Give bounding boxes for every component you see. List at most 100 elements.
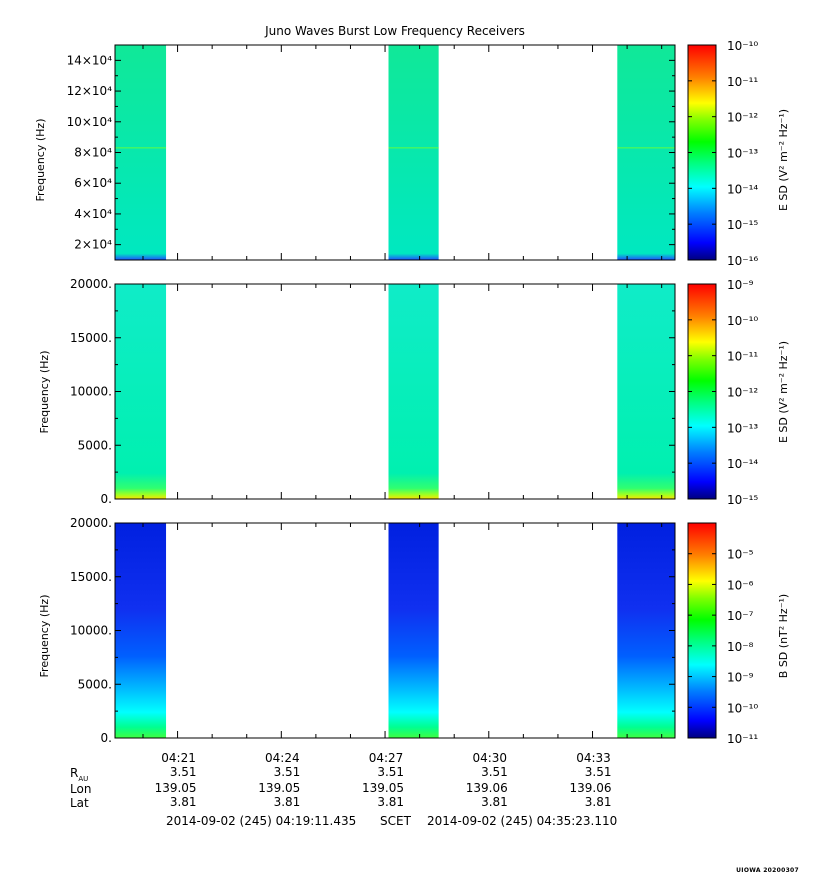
bursts-lower	[114, 523, 675, 738]
lon-value: 139.05	[155, 781, 197, 795]
y-tick-label: 14×10⁴	[67, 53, 113, 67]
y-axis-middle: 0. 5000. 10000. 15000. 20000.	[70, 277, 675, 506]
y-tick-label: 8×10⁴	[74, 146, 112, 160]
colorbar-tick-label: 10⁻⁵	[727, 548, 754, 562]
colorbar-ticks-lower: 10⁻⁵ 10⁻⁶ 10⁻⁷ 10⁻⁸ 10⁻⁹ 10⁻¹⁰ 10⁻¹¹	[688, 548, 758, 746]
panel-lower: 0. 5000. 10000. 15000. 20000. Frequency (Hz)…	[38, 516, 790, 746]
burst-middle-1	[114, 284, 167, 499]
ylabel-upper: Frequency (Hz)	[34, 119, 47, 202]
time-tick-label: 04:33	[576, 751, 611, 765]
y-tick-label: 5000.	[78, 677, 112, 691]
r-value: 3.51	[377, 765, 404, 779]
r-label: RAU	[70, 766, 88, 783]
lon-value: 139.05	[258, 781, 300, 795]
lon-value: 139.05	[362, 781, 404, 795]
colorbar-tick-label: 10⁻¹⁶	[727, 254, 758, 268]
colorbar-tick-label: 10⁻¹³	[727, 147, 758, 161]
y-tick-label: 20000.	[70, 516, 112, 530]
time-tick-label: 04:21	[161, 751, 196, 765]
ylabel-lower: Frequency (Hz)	[38, 595, 51, 678]
time-tick-label: 04:30	[472, 751, 507, 765]
lat-value: 3.81	[481, 795, 508, 809]
colorbar-tick-label: 10⁻⁹	[727, 278, 754, 292]
colorbar-label-lower: B SD (nT² Hz⁻¹)	[777, 594, 790, 678]
r-value: 3.51	[274, 765, 301, 779]
colorbar-tick-label: 10⁻¹¹	[727, 75, 758, 89]
colorbar-upper	[687, 44, 717, 261]
colorbar-tick-label: 10⁻¹⁵	[727, 493, 758, 507]
x-ticks-upper	[142, 45, 663, 260]
chart-title: Juno Waves Burst Low Frequency Receivers	[265, 24, 525, 38]
y-tick-label: 10000.	[70, 385, 112, 399]
colorbar-tick-label: 10⁻¹¹	[727, 350, 758, 364]
lat-value: 3.81	[377, 795, 404, 809]
colorbar-tick-label: 10⁻¹²	[727, 111, 758, 125]
lat-value: 3.81	[274, 795, 301, 809]
y-tick-label: 15000.	[70, 570, 112, 584]
r-value: 3.51	[585, 765, 612, 779]
time-tick-label: 04:24	[265, 751, 300, 765]
burst-upper-1	[114, 45, 167, 260]
bursts-middle	[114, 284, 675, 499]
colorbar-ticks-upper: 10⁻¹⁰ 10⁻¹¹ 10⁻¹² 10⁻¹³ 10⁻¹⁴ 10⁻¹⁵ 10⁻¹⁶	[688, 39, 758, 268]
time-axis-labels: 04:21 04:24 04:27 04:30 04:33	[161, 751, 611, 765]
burst-lower-2	[388, 523, 439, 738]
y-tick-label: 6×10⁴	[74, 176, 112, 190]
colorbar-label-middle: E SD (V² m⁻² Hz⁻¹)	[777, 341, 790, 443]
y-tick-label: 10000.	[70, 624, 112, 638]
burst-upper-2	[388, 45, 439, 260]
y-axis-upper: 2×10⁴ 4×10⁴ 6×10⁴ 8×10⁴ 10×10⁴ 12×10⁴ 14×10⁴	[67, 53, 675, 252]
burst-lower-4	[634, 523, 675, 738]
ephemeris-row-labels: RAU Lon Lat	[70, 766, 91, 810]
burst-lower-1	[114, 523, 167, 738]
y-tick-label: 5000.	[78, 438, 112, 452]
colorbar-tick-label: 10⁻¹⁰	[727, 701, 758, 715]
footer-scet: SCET	[380, 814, 412, 828]
x-ticks-middle	[142, 284, 663, 499]
panel-middle: 0. 5000. 10000. 15000. 20000. Frequency (Hz)…	[38, 277, 790, 507]
x-ticks-lower	[142, 523, 663, 738]
footer-start-time: 2014-09-02 (245) 04:19:11.435	[166, 814, 356, 828]
colorbar-tick-label: 10⁻¹⁴	[727, 182, 758, 196]
lon-label: Lon	[70, 782, 91, 796]
ephemeris-values: 3.51139.053.813.51139.053.813.51139.053.…	[155, 765, 612, 809]
y-tick-label: 0.	[101, 492, 112, 506]
lat-label: Lat	[70, 796, 89, 810]
colorbar-tick-label: 10⁻¹⁰	[727, 314, 758, 328]
lat-value: 3.81	[170, 795, 197, 809]
r-value: 3.51	[481, 765, 508, 779]
colorbar-tick-label: 10⁻⁷	[727, 609, 754, 623]
lon-value: 139.06	[570, 781, 612, 795]
y-tick-label: 12×10⁴	[67, 84, 113, 98]
r-value: 3.51	[170, 765, 197, 779]
colorbar-tick-label: 10⁻⁶	[727, 578, 754, 592]
colorbar-label-upper: E SD (V² m⁻² Hz⁻¹)	[777, 109, 790, 211]
colorbar-middle	[687, 283, 717, 500]
panel-upper: 2×10⁴ 4×10⁴ 6×10⁴ 8×10⁴ 10×10⁴ 12×10⁴ 14×10⁴ F…	[34, 39, 790, 268]
y-tick-label: 0.	[101, 731, 112, 745]
colorbar-tick-label: 10⁻⁸	[727, 640, 754, 654]
colorbar-tick-label: 10⁻¹⁴	[727, 457, 758, 471]
colorbar-tick-label: 10⁻¹⁰	[727, 39, 758, 53]
burst-middle-4	[634, 284, 675, 499]
burst-middle-2	[388, 284, 439, 499]
y-tick-label: 10×10⁴	[67, 115, 113, 129]
colorbar-tick-label: 10⁻⁹	[727, 671, 754, 685]
y-tick-label: 4×10⁴	[74, 207, 112, 221]
bursts-upper	[114, 45, 675, 260]
lat-value: 3.81	[585, 795, 612, 809]
lon-value: 139.06	[466, 781, 508, 795]
time-tick-label: 04:27	[369, 751, 404, 765]
colorbar-tick-label: 10⁻¹¹	[727, 732, 758, 746]
colorbar-ticks-middle: 10⁻⁹ 10⁻¹⁰ 10⁻¹¹ 10⁻¹² 10⁻¹³ 10⁻¹⁴ 10⁻¹⁵	[688, 278, 758, 507]
y-tick-label: 15000.	[70, 331, 112, 345]
version-stamp: UIOWA 20200307	[736, 867, 799, 874]
colorbar-tick-label: 10⁻¹²	[727, 386, 758, 400]
y-tick-label: 20000.	[70, 277, 112, 291]
y-axis-lower: 0. 5000. 10000. 15000. 20000.	[70, 516, 675, 745]
colorbar-tick-label: 10⁻¹⁵	[727, 218, 758, 232]
colorbar-tick-label: 10⁻¹³	[727, 421, 758, 435]
y-tick-label: 2×10⁴	[74, 238, 112, 252]
colorbar-lower	[687, 522, 717, 739]
